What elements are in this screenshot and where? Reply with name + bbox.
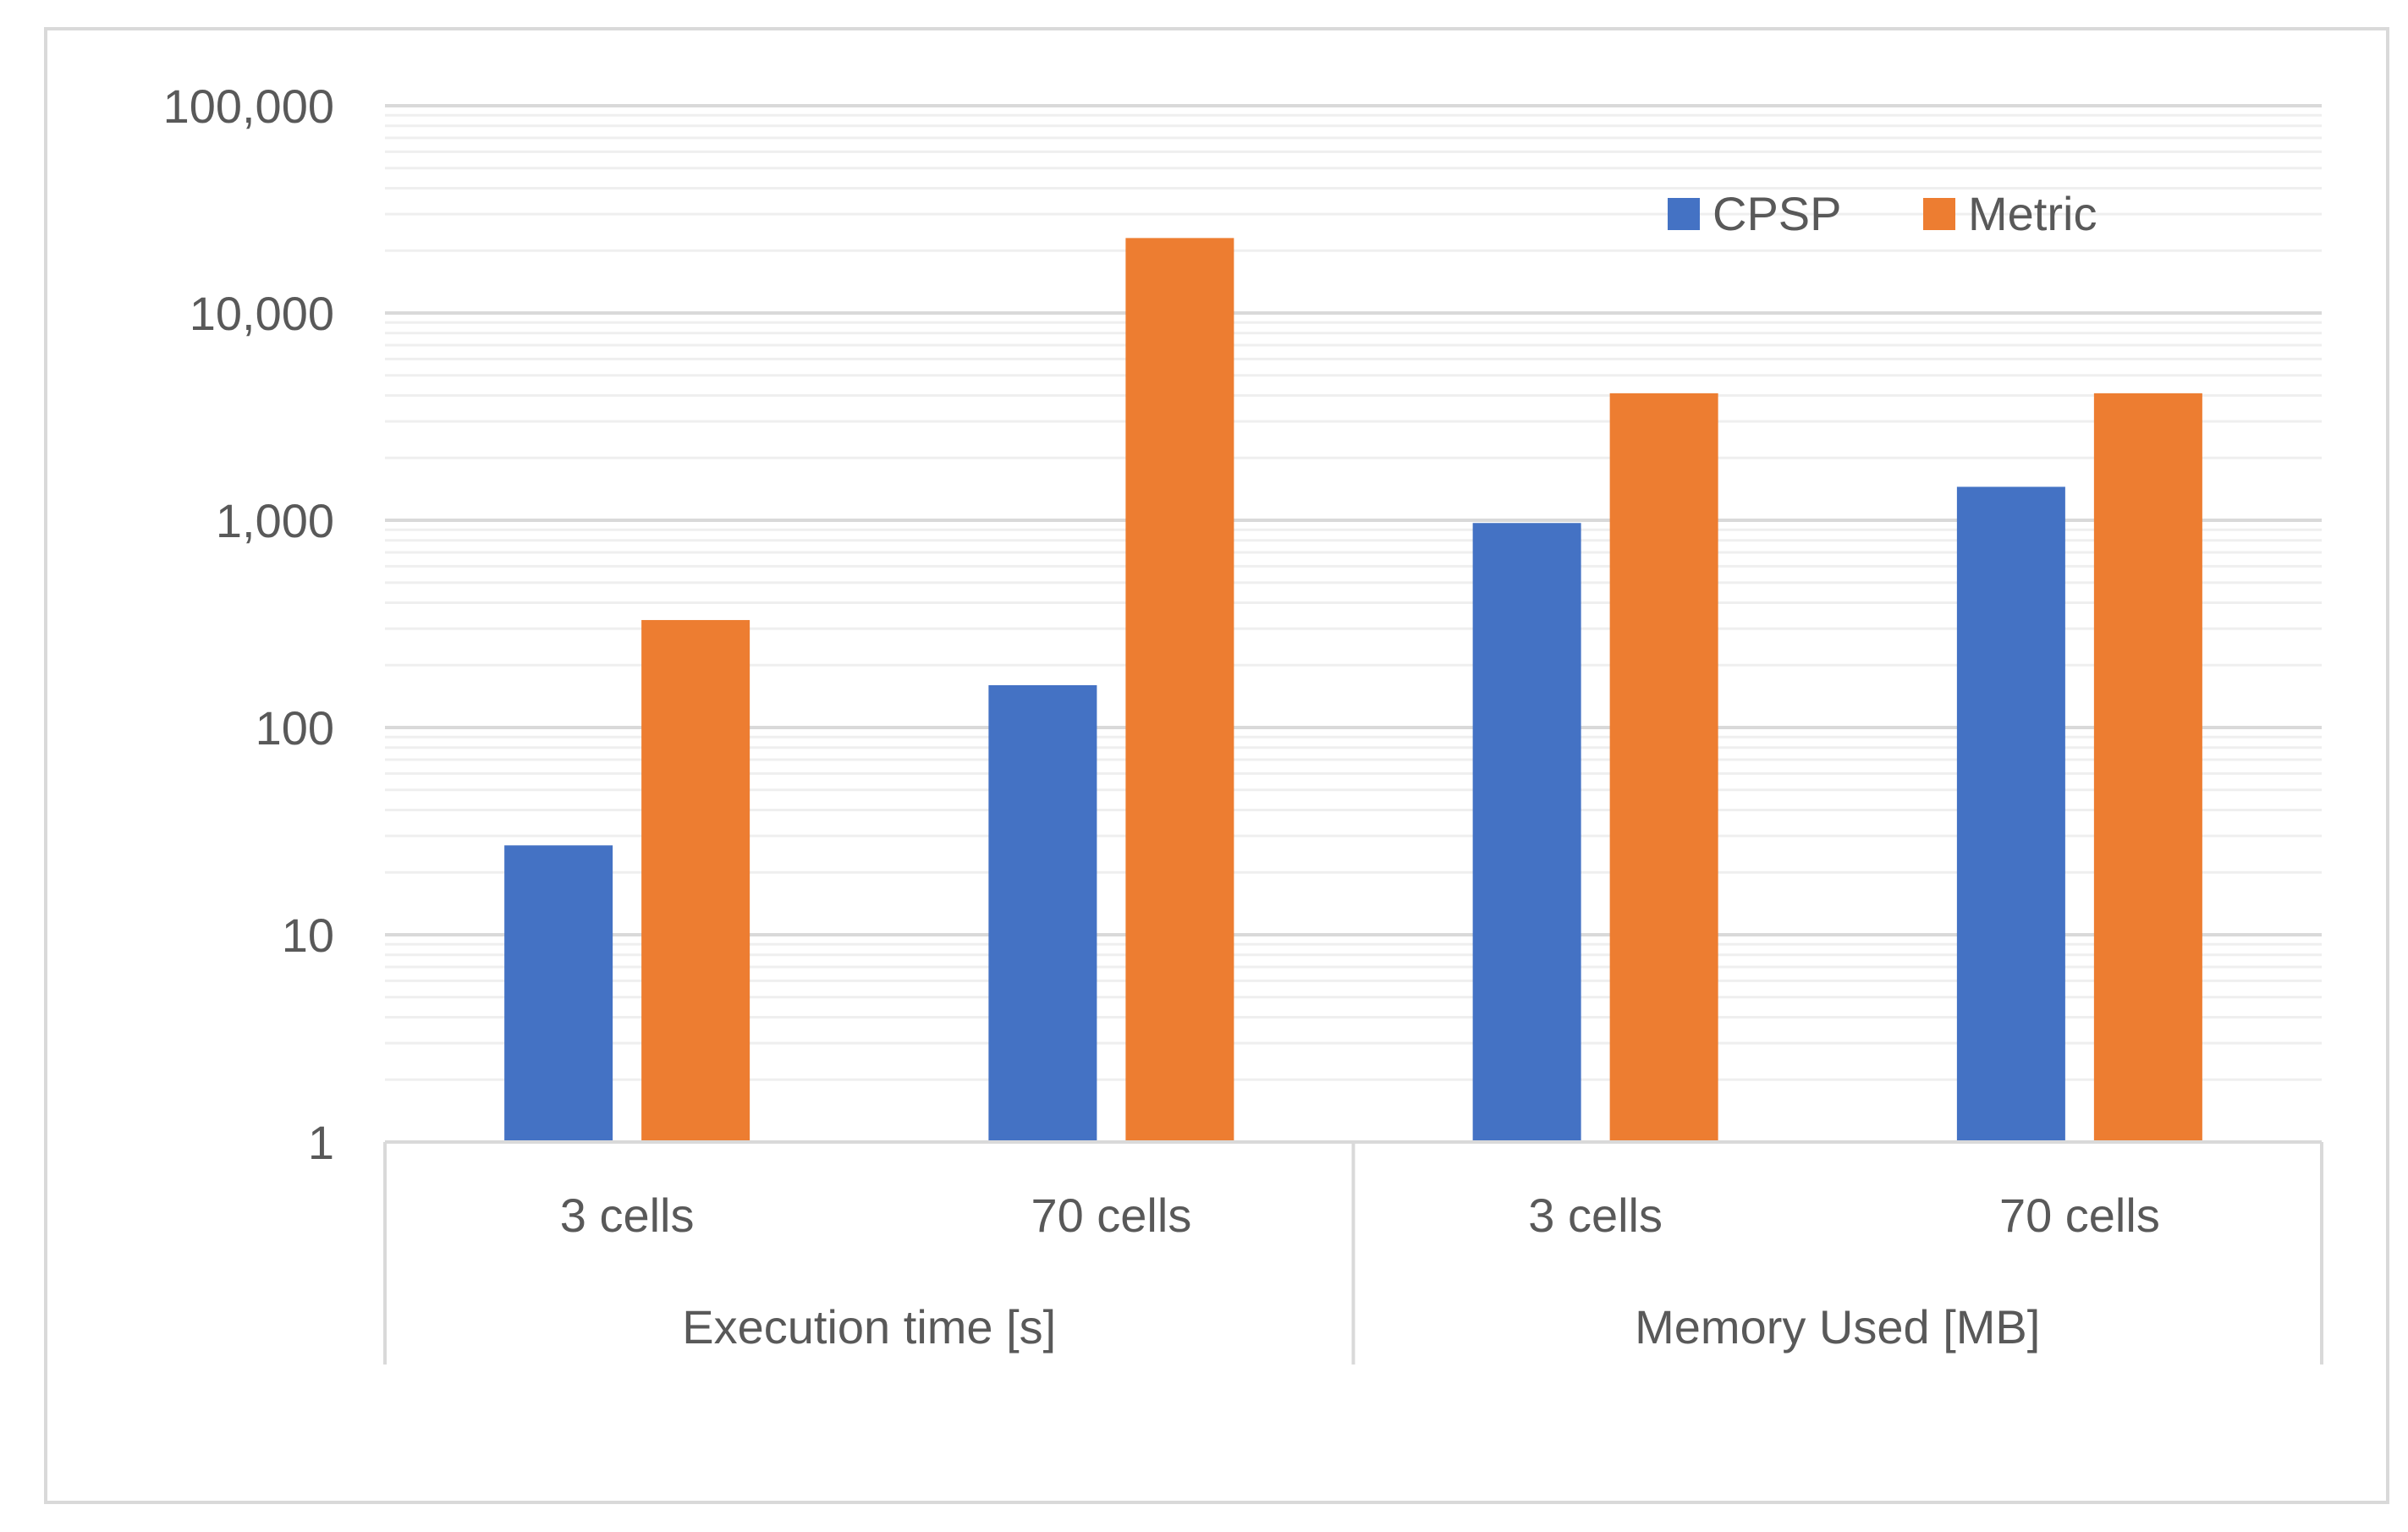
- y-tick-label: 100: [256, 701, 334, 755]
- x-category-label: 3 cells: [560, 1189, 695, 1242]
- bar-cpsp-4: [1956, 486, 2065, 1142]
- bar-metric-1: [641, 619, 750, 1142]
- legend-label-metric: Metric: [1968, 187, 2097, 240]
- x-group-label: Execution time [s]: [682, 1300, 1056, 1354]
- bar-metric-2: [1125, 238, 1234, 1142]
- legend-swatch-metric: [1923, 198, 1955, 230]
- y-tick-label: 1: [308, 1116, 334, 1169]
- y-tick-label: 10,000: [190, 287, 334, 340]
- x-group-label: Memory Used [MB]: [1635, 1300, 2040, 1354]
- bar-metric-3: [1609, 393, 1718, 1143]
- x-category-label: 70 cells: [1999, 1189, 2160, 1242]
- legend-label-cpsp: CPSP: [1713, 187, 1842, 240]
- bar-metric-4: [2093, 393, 2202, 1143]
- y-tick-label: 10: [282, 909, 334, 962]
- y-tick-label: 1,000: [216, 494, 334, 547]
- chart-border: [44, 27, 2389, 1504]
- x-category-label: 3 cells: [1528, 1189, 1663, 1242]
- legend: CPSP Metric: [1668, 187, 2097, 240]
- bar-cpsp-1: [504, 845, 613, 1142]
- x-axis: 3 cells 70 cells 3 cells 70 cells Execution …: [383, 1140, 2323, 1365]
- bars: [504, 238, 2202, 1143]
- x-category-label: 70 cells: [1031, 1189, 1191, 1242]
- legend-swatch-cpsp: [1668, 198, 1700, 230]
- y-tick-label: 100,000: [163, 80, 334, 133]
- bar-cpsp-2: [988, 684, 1097, 1142]
- y-axis-tick-labels: 1 10 100 1,000 10,000 100,000: [163, 80, 334, 1169]
- bar-cpsp-3: [1472, 523, 1581, 1142]
